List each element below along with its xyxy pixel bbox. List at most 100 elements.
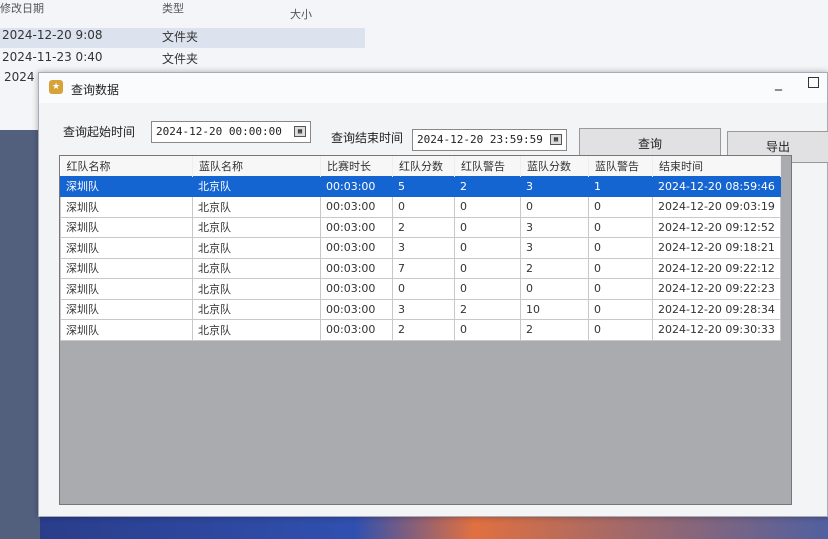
- table-cell[interactable]: 10: [520, 298, 589, 320]
- table-cell[interactable]: 北京队: [192, 298, 321, 320]
- column-header[interactable]: 比赛时长: [320, 156, 393, 176]
- table-row[interactable]: 深圳队 北京队 00:03:00 2 0 2 0 2024-12-20 09:30:33: [60, 319, 781, 341]
- end-time-label: 查询结束时间: [331, 131, 404, 145]
- table-cell[interactable]: 00:03:00: [320, 257, 393, 279]
- search-button[interactable]: 查询: [579, 128, 721, 160]
- column-header[interactable]: 红队警告: [454, 156, 521, 176]
- table-cell[interactable]: 1: [588, 175, 653, 197]
- table-cell[interactable]: 0: [392, 278, 455, 300]
- table-cell[interactable]: 3: [392, 298, 455, 320]
- table-cell[interactable]: 深圳队: [60, 278, 193, 300]
- table-cell[interactable]: 深圳队: [60, 257, 193, 279]
- table-cell[interactable]: 2024-12-20 09:22:12: [652, 257, 781, 279]
- table-cell[interactable]: 0: [454, 196, 521, 218]
- end-time-picker[interactable]: 2024-12-20 23:59:59 ▦: [412, 129, 567, 151]
- table-row[interactable]: 深圳队 北京队 00:03:00 2 0 3 0 2024-12-20 09:12:52: [60, 216, 781, 238]
- table-cell[interactable]: 0: [588, 278, 653, 300]
- table-row[interactable]: 深圳队 北京队 00:03:00 7 0 2 0 2024-12-20 09:22:12: [60, 257, 781, 279]
- table-cell[interactable]: 00:03:00: [320, 175, 393, 197]
- table-cell[interactable]: 北京队: [192, 196, 321, 218]
- window-title: 查询数据: [71, 83, 120, 97]
- table-cell[interactable]: 5: [392, 175, 455, 197]
- table-row[interactable]: 深圳队 北京队 00:03:00 3 0 3 0 2024-12-20 09:18:21: [60, 237, 781, 259]
- table-cell[interactable]: 深圳队: [60, 237, 193, 259]
- column-header[interactable]: 蓝队警告: [588, 156, 653, 176]
- table-cell[interactable]: 00:03:00: [320, 278, 393, 300]
- table-cell[interactable]: 7: [392, 257, 455, 279]
- end-time-value: 2024-12-20 23:59:59: [417, 133, 543, 146]
- table-cell[interactable]: 00:03:00: [320, 298, 393, 320]
- table-cell[interactable]: 2024-12-20 09:28:34: [652, 298, 781, 320]
- maximize-button[interactable]: [808, 77, 819, 88]
- table-cell[interactable]: 0: [520, 196, 589, 218]
- column-header[interactable]: 红队分数: [392, 156, 455, 176]
- title-bar[interactable]: ★ 查询数据 _: [39, 73, 827, 103]
- table-cell[interactable]: 0: [588, 237, 653, 259]
- table-cell[interactable]: 0: [454, 319, 521, 341]
- minimize-button[interactable]: _: [775, 75, 782, 91]
- table-cell[interactable]: 北京队: [192, 216, 321, 238]
- table-cell[interactable]: 0: [520, 278, 589, 300]
- table-cell[interactable]: 0: [588, 216, 653, 238]
- file-date: 2024-11-23 0:40: [2, 50, 103, 64]
- table-cell[interactable]: 2: [392, 216, 455, 238]
- file-row[interactable]: 2024: [0, 70, 365, 90]
- table-row[interactable]: 深圳队 北京队 00:03:00 0 0 0 0 2024-12-20 09:22:23: [60, 278, 781, 300]
- table-cell[interactable]: 2024-12-20 08:59:46: [652, 175, 781, 197]
- table-cell[interactable]: 00:03:00: [320, 216, 393, 238]
- column-header-size[interactable]: 大小: [290, 8, 312, 21]
- table-cell[interactable]: 3: [520, 175, 589, 197]
- column-header[interactable]: 蓝队分数: [520, 156, 589, 176]
- table-cell[interactable]: 00:03:00: [320, 319, 393, 341]
- table-cell[interactable]: 深圳队: [60, 175, 193, 197]
- table-cell[interactable]: 北京队: [192, 175, 321, 197]
- table-cell[interactable]: 2: [454, 298, 521, 320]
- table-cell[interactable]: 0: [454, 278, 521, 300]
- table-cell[interactable]: 2024-12-20 09:30:33: [652, 319, 781, 341]
- column-header[interactable]: 红队名称: [60, 156, 193, 176]
- column-header-date[interactable]: 修改日期: [0, 2, 44, 15]
- table-cell[interactable]: 00:03:00: [320, 237, 393, 259]
- calendar-icon[interactable]: ▦: [550, 134, 562, 145]
- table-cell[interactable]: 深圳队: [60, 216, 193, 238]
- table-cell[interactable]: 0: [454, 257, 521, 279]
- table-cell[interactable]: 深圳队: [60, 319, 193, 341]
- file-row[interactable]: 2024-11-23 0:40 文件夹: [0, 50, 365, 70]
- table-cell[interactable]: 0: [588, 196, 653, 218]
- table-cell[interactable]: 0: [392, 196, 455, 218]
- table-cell[interactable]: 深圳队: [60, 298, 193, 320]
- table-cell[interactable]: 2024-12-20 09:22:23: [652, 278, 781, 300]
- table-cell[interactable]: 2: [392, 319, 455, 341]
- table-cell[interactable]: 2: [520, 319, 589, 341]
- table-cell[interactable]: 00:03:00: [320, 196, 393, 218]
- table-cell[interactable]: 深圳队: [60, 196, 193, 218]
- table-cell[interactable]: 0: [588, 319, 653, 341]
- table-cell[interactable]: 0: [588, 257, 653, 279]
- table-cell[interactable]: 北京队: [192, 319, 321, 341]
- app-icon: ★: [49, 80, 63, 94]
- table-row[interactable]: 深圳队 北京队 00:03:00 5 2 3 1 2024-12-20 08:59:46: [60, 175, 781, 197]
- table-cell[interactable]: 0: [588, 298, 653, 320]
- table-cell[interactable]: 北京队: [192, 278, 321, 300]
- table-cell[interactable]: 2024-12-20 09:12:52: [652, 216, 781, 238]
- column-header-type[interactable]: 类型: [162, 2, 184, 15]
- calendar-icon[interactable]: ▦: [294, 126, 306, 137]
- table-cell[interactable]: 2: [454, 175, 521, 197]
- table-row[interactable]: 深圳队 北京队 00:03:00 0 0 0 0 2024-12-20 09:03:19: [60, 196, 781, 218]
- table-cell[interactable]: 2024-12-20 09:18:21: [652, 237, 781, 259]
- start-time-picker[interactable]: 2024-12-20 00:00:00 ▦: [151, 121, 311, 143]
- table-cell[interactable]: 0: [454, 237, 521, 259]
- table-cell[interactable]: 北京队: [192, 237, 321, 259]
- table-cell[interactable]: 0: [454, 216, 521, 238]
- table-row[interactable]: 深圳队 北京队 00:03:00 3 2 10 0 2024-12-20 09:28:34: [60, 298, 781, 320]
- table-cell[interactable]: 3: [392, 237, 455, 259]
- table-cell[interactable]: 北京队: [192, 257, 321, 279]
- table-cell[interactable]: 2: [520, 257, 589, 279]
- table-cell[interactable]: 2024-12-20 09:03:19: [652, 196, 781, 218]
- column-header[interactable]: 结束时间: [652, 156, 781, 176]
- column-header[interactable]: 蓝队名称: [192, 156, 321, 176]
- table-cell[interactable]: 3: [520, 216, 589, 238]
- table-cell[interactable]: 3: [520, 237, 589, 259]
- file-row[interactable]: 2024-12-20 9:08 文件夹: [0, 28, 365, 48]
- results-grid[interactable]: 红队名称 蓝队名称 比赛时长 红队分数 红队警告 蓝队分数 蓝队警告 结束时间 深圳队 北京队 0…: [59, 155, 792, 505]
